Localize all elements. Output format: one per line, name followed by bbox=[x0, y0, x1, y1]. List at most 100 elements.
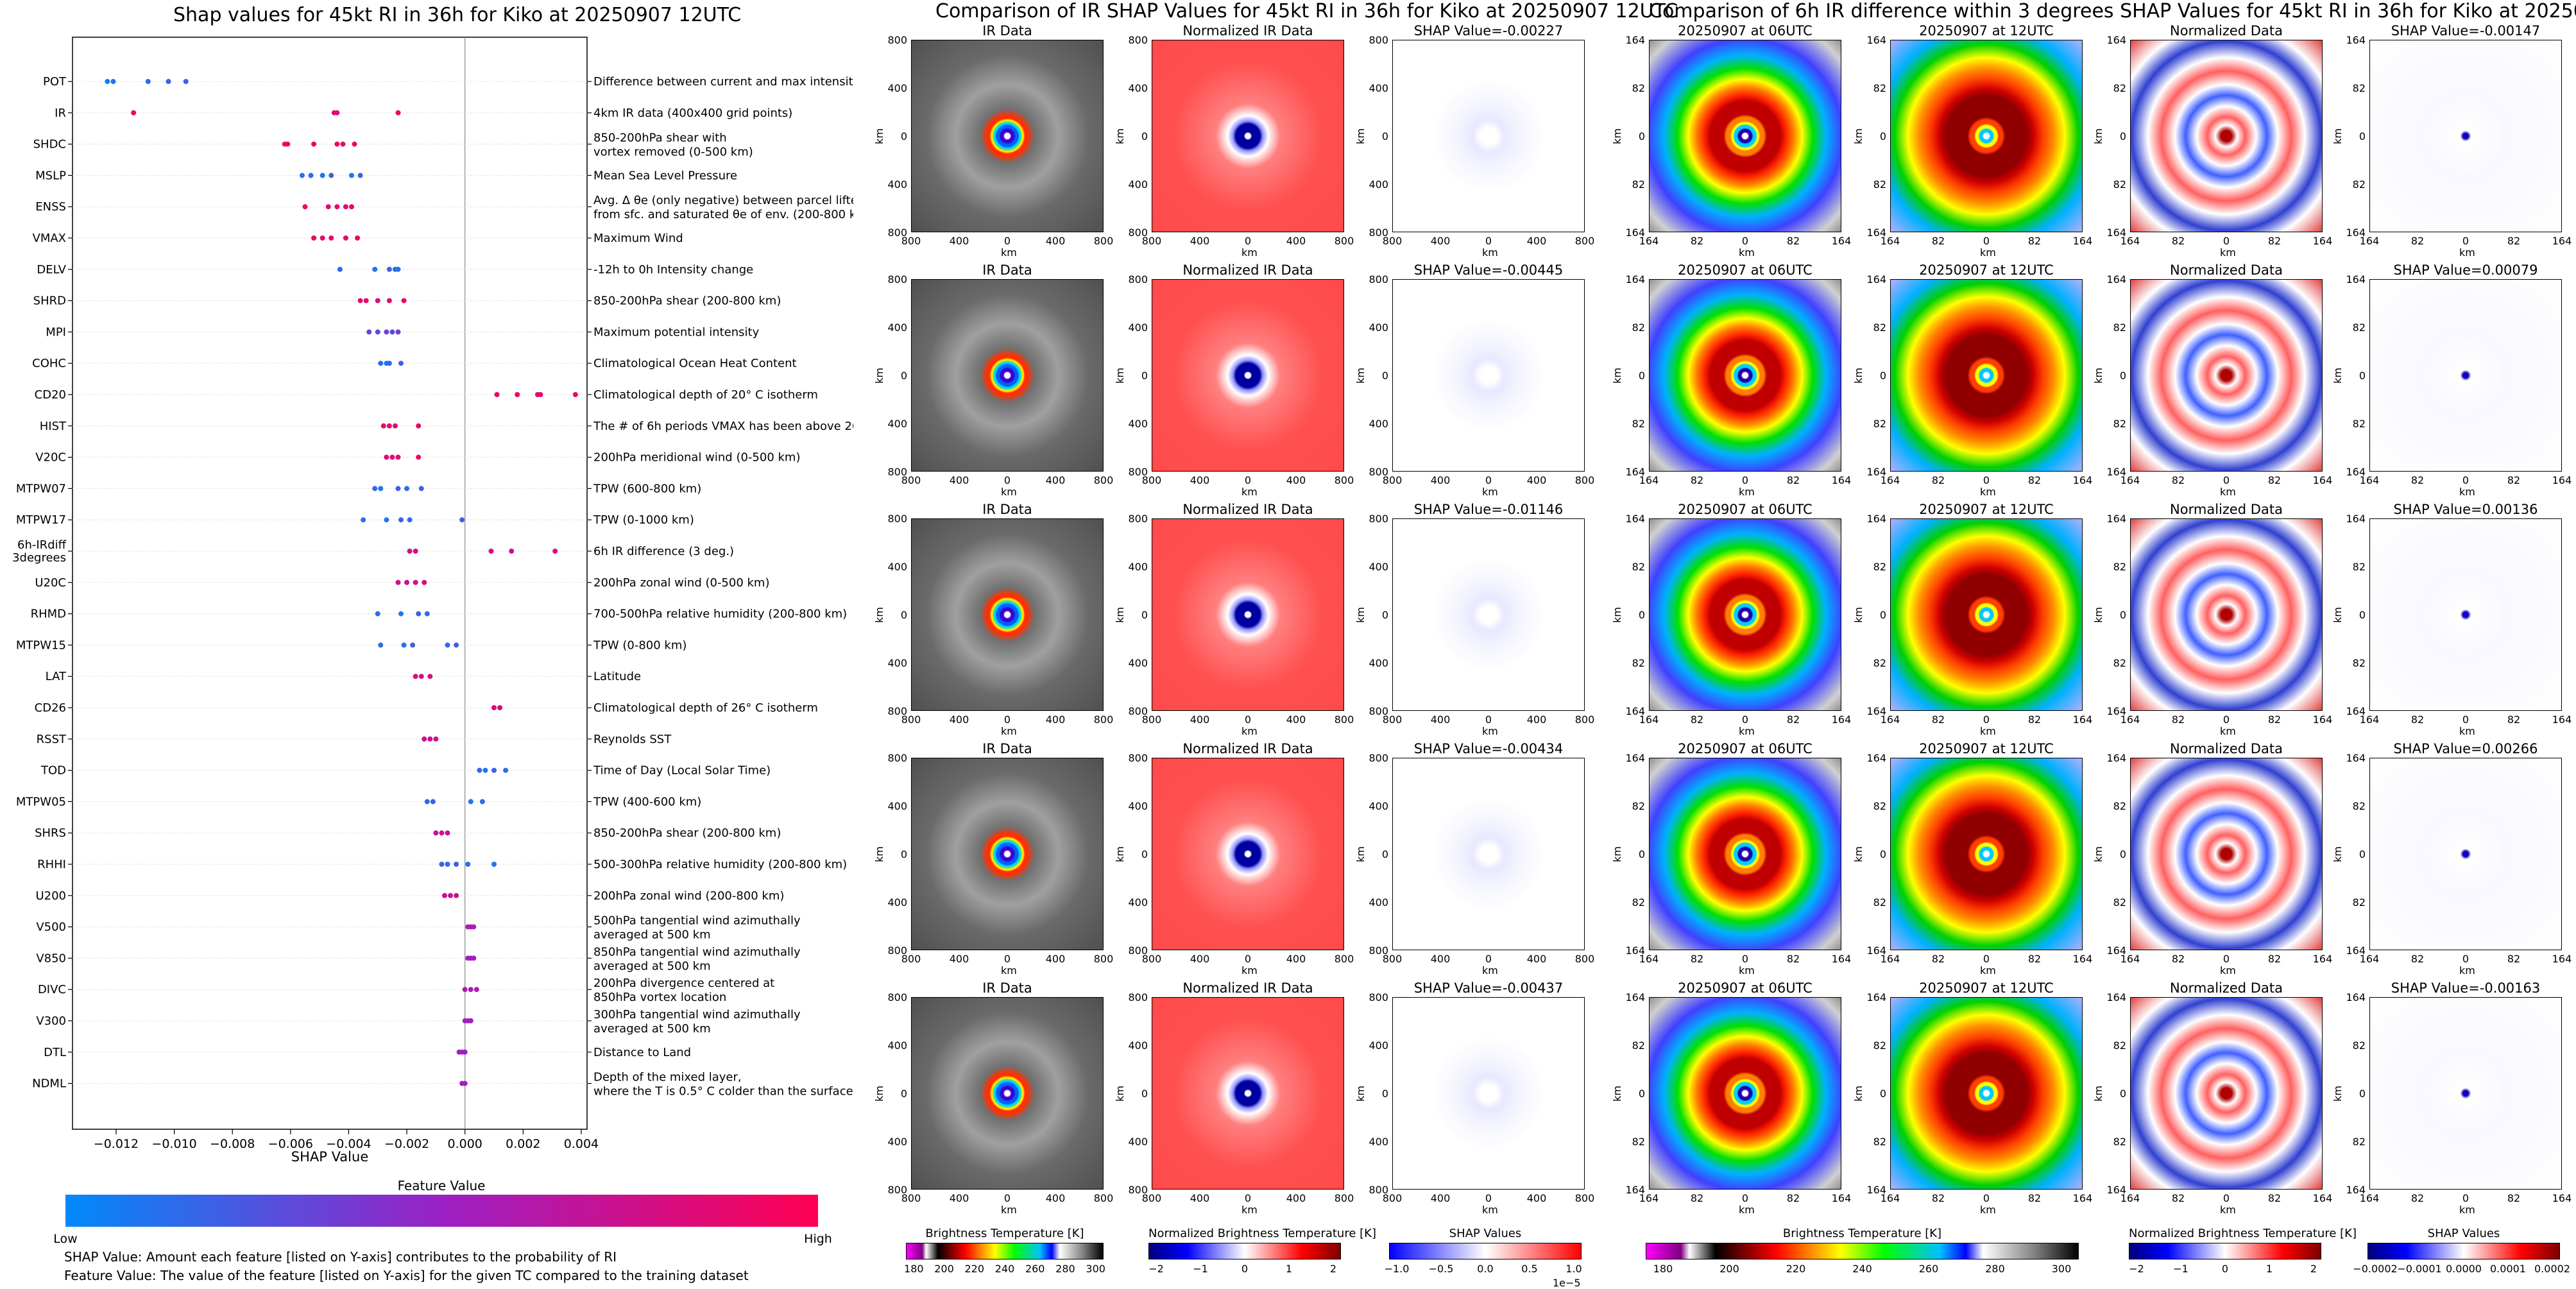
y-tick-label: 800 bbox=[1369, 752, 1388, 764]
shap-point bbox=[503, 767, 509, 773]
note-feature-value: Feature Value: The value of the feature … bbox=[64, 1268, 749, 1283]
feature-name: 6h-IRdiff 3degrees bbox=[12, 538, 67, 565]
y-tick-label: 164 bbox=[2106, 34, 2126, 46]
x-axis-label: km bbox=[2220, 246, 2236, 259]
y-tick-label: 82 bbox=[1632, 321, 1645, 334]
x-axis-label: km bbox=[2220, 725, 2236, 737]
x-tick-label: 82 bbox=[2027, 474, 2042, 486]
y-tick-label: 0 bbox=[1381, 370, 1388, 382]
panel-title: IR Data bbox=[982, 741, 1032, 756]
feature-name: IR bbox=[55, 107, 66, 120]
y-tick-label: 164 bbox=[1625, 991, 1645, 1003]
y-tick-label: 800 bbox=[1369, 466, 1388, 478]
x-axis-label: km bbox=[1482, 964, 1498, 977]
shap-point bbox=[398, 517, 404, 523]
y-tick-label: 400 bbox=[1369, 1039, 1388, 1052]
y-tick-label: 400 bbox=[887, 896, 907, 909]
y-tick-label: 82 bbox=[2352, 561, 2366, 573]
panel-title: SHAP Value=-0.00445 bbox=[1413, 262, 1564, 278]
x-tick-label: 800 bbox=[1093, 474, 1114, 486]
shap-point bbox=[302, 204, 308, 210]
feature-name: SHDC bbox=[33, 138, 66, 151]
panel-title: Normalized IR Data bbox=[1182, 502, 1313, 517]
x-tick-label: 82 bbox=[2267, 953, 2282, 965]
x-tick-label: 82 bbox=[2171, 1192, 2185, 1204]
y-axis-label: km bbox=[1852, 607, 1864, 623]
feature-name: ENSS bbox=[35, 200, 66, 214]
x-tick-label: 0 bbox=[1983, 953, 1990, 965]
x-tick-label: 800 bbox=[901, 953, 921, 965]
shap-point bbox=[389, 329, 395, 335]
y-tick-label: 0 bbox=[1638, 848, 1645, 860]
shap-point bbox=[334, 110, 340, 115]
shap-point bbox=[445, 642, 450, 648]
y-axis-label: km bbox=[2331, 1086, 2344, 1102]
x-axis-label: km bbox=[1482, 725, 1498, 737]
x-tick-label: 164 bbox=[1880, 713, 1900, 726]
colorbar-tick-label: 0.5 bbox=[1521, 1263, 1538, 1275]
x-axis-label: km bbox=[2459, 486, 2475, 498]
y-tick-label: 800 bbox=[1128, 944, 1148, 957]
colorbar-label: Brightness Temperature [K] bbox=[925, 1227, 1084, 1240]
y-tick-label: 164 bbox=[2106, 752, 2126, 764]
ir-shap-panel-r5-c2 bbox=[1152, 997, 1344, 1190]
x-tick-label: 164 bbox=[1639, 713, 1659, 726]
irdiff-shap-panel-r1-c2 bbox=[1890, 40, 2083, 232]
colorbar-tick-label: 1 bbox=[2265, 1263, 2273, 1275]
x-tick-label: 164 bbox=[2359, 1192, 2380, 1204]
x-tick-label: 82 bbox=[2171, 474, 2185, 486]
panel-title: 20250907 at 06UTC bbox=[1678, 741, 1813, 756]
y-tick-label: 0 bbox=[1879, 130, 1886, 142]
shap-point bbox=[462, 1080, 468, 1086]
colorbar-scale: 1e−5 bbox=[1553, 1277, 1581, 1289]
x-tick-label: 82 bbox=[2027, 713, 2042, 726]
x-tick-label: 0 bbox=[2222, 953, 2230, 965]
y-tick-label: 800 bbox=[887, 513, 907, 525]
x-tick-label: 400 bbox=[1526, 235, 1547, 247]
shap-point bbox=[366, 329, 372, 335]
x-tick-label: 164 bbox=[1831, 474, 1852, 486]
x-tick-label: 0 bbox=[1983, 1192, 1990, 1204]
colorbar-tick-label: 260 bbox=[1918, 1263, 1939, 1275]
feature-name: HIST bbox=[40, 420, 67, 433]
panel-title: Normalized IR Data bbox=[1182, 262, 1313, 278]
irdiff-shap-panel-r2-c3 bbox=[2130, 279, 2323, 472]
y-tick-label: 800 bbox=[1369, 991, 1388, 1003]
feature-name: RHHI bbox=[37, 858, 66, 871]
x-tick-label: 82 bbox=[2027, 953, 2042, 965]
ir-normalized-colorbar bbox=[1148, 1243, 1341, 1259]
shap-point bbox=[445, 830, 450, 836]
x-tick-label: 0 bbox=[1003, 1192, 1011, 1204]
x-tick-label: 400 bbox=[1190, 474, 1210, 486]
irdiff-shap-panel-r2-c4 bbox=[2369, 279, 2562, 472]
x-tick-label: 82 bbox=[1690, 474, 1704, 486]
y-tick-label: 400 bbox=[1128, 418, 1148, 430]
x-tick-label: 82 bbox=[2267, 1192, 2282, 1204]
y-axis-label: km bbox=[1113, 846, 1126, 862]
y-tick-label: 800 bbox=[1128, 226, 1148, 239]
y-tick-label: 82 bbox=[2352, 321, 2366, 334]
x-tick-label: 800 bbox=[1141, 1192, 1162, 1204]
x-tick-label: 164 bbox=[2120, 1192, 2140, 1204]
shap-point bbox=[462, 1049, 468, 1055]
shap-point bbox=[398, 611, 404, 617]
x-tick-label: 0 bbox=[1003, 953, 1011, 965]
y-tick-label: 0 bbox=[1638, 1088, 1645, 1100]
y-tick-label: 400 bbox=[1369, 321, 1388, 334]
feature-name: MTPW07 bbox=[16, 482, 66, 495]
shap-point bbox=[334, 204, 340, 210]
x-tick-label: 164 bbox=[2359, 713, 2380, 726]
feature-description: Distance to Land bbox=[593, 1046, 691, 1059]
y-tick-label: 0 bbox=[1381, 130, 1388, 142]
irdiff-shap-panel-r4-c3 bbox=[2130, 758, 2323, 950]
feature-description: Reynolds SST bbox=[593, 733, 672, 746]
y-tick-label: 82 bbox=[1632, 657, 1645, 669]
shap-point bbox=[494, 392, 500, 397]
y-tick-label: 82 bbox=[2113, 178, 2126, 191]
y-axis-label: km bbox=[1610, 607, 1623, 623]
shap-point bbox=[416, 454, 422, 460]
y-tick-label: 82 bbox=[1632, 561, 1645, 573]
shap-point bbox=[386, 361, 392, 366]
x-tick-label: 164 bbox=[2359, 953, 2380, 965]
y-tick-label: 400 bbox=[1369, 896, 1388, 909]
